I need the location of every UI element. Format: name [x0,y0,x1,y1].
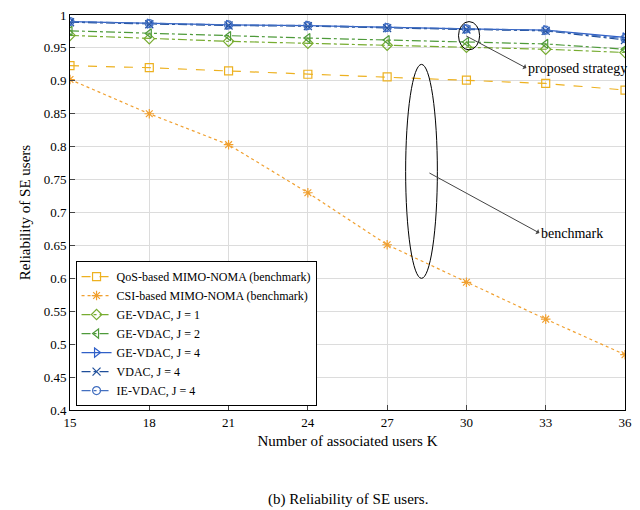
svg-text:0.95: 0.95 [44,40,67,55]
svg-text:27: 27 [381,415,395,430]
svg-text:GE-VDAC, J = 1: GE-VDAC, J = 1 [117,308,200,322]
svg-text:15: 15 [64,415,77,430]
svg-text:GE-VDAC, J = 2: GE-VDAC, J = 2 [117,327,200,341]
svg-text:36: 36 [619,415,633,430]
svg-text:24: 24 [301,415,315,430]
svg-text:0.9: 0.9 [50,73,66,88]
svg-text:33: 33 [539,415,552,430]
svg-text:Reliability of SE users: Reliability of SE users [17,145,33,281]
svg-text:0.6: 0.6 [50,271,67,286]
svg-text:IE-VDAC, J = 4: IE-VDAC, J = 4 [117,384,196,398]
svg-text:21: 21 [222,415,235,430]
svg-text:CSI-based MIMO-NOMA (benchmark: CSI-based MIMO-NOMA (benchmark) [117,289,308,303]
svg-text:QoS-based MIMO-NOMA (benchmark: QoS-based MIMO-NOMA (benchmark) [117,270,311,284]
svg-text:0.85: 0.85 [44,106,67,121]
svg-text:18: 18 [143,415,156,430]
svg-text:proposed strategy: proposed strategy [528,61,627,76]
svg-text:benchmark: benchmark [541,226,603,241]
svg-text:0.7: 0.7 [50,205,67,220]
svg-text:VDAC, J = 4: VDAC, J = 4 [117,365,180,379]
svg-text:0.45: 0.45 [44,370,67,385]
svg-text:0.4: 0.4 [50,403,67,418]
svg-text:(b) Reliability of SE users.: (b) Reliability of SE users. [268,491,428,508]
svg-text:0.8: 0.8 [50,139,66,154]
svg-text:0.55: 0.55 [44,304,67,319]
svg-text:GE-VDAC, J = 4: GE-VDAC, J = 4 [117,346,200,360]
svg-text:0.65: 0.65 [44,238,67,253]
svg-text:0.75: 0.75 [44,172,67,187]
svg-text:30: 30 [460,415,473,430]
svg-text:1: 1 [60,8,67,23]
svg-text:Number of associated users K: Number of associated users K [258,433,438,449]
svg-text:0.5: 0.5 [50,337,66,352]
